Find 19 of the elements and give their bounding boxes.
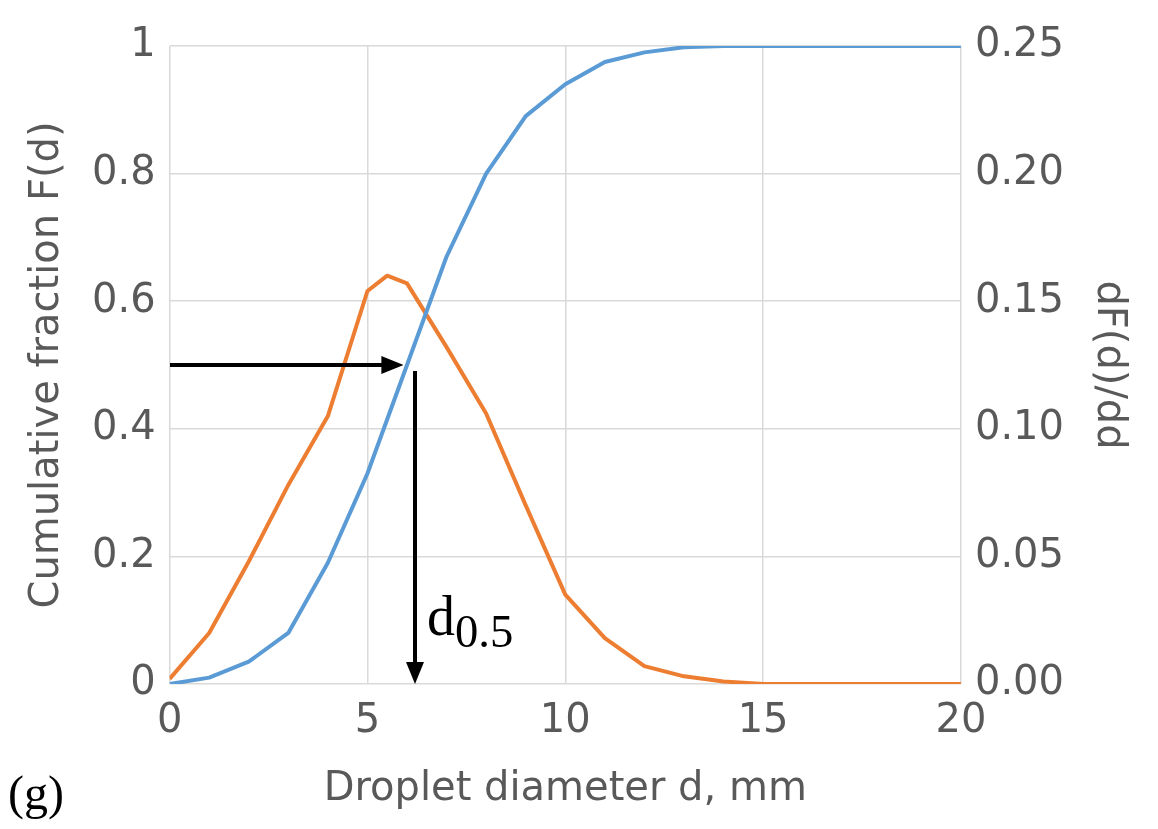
y-tick-label: 0.8 — [91, 146, 156, 193]
y-tick-label: 0 — [130, 657, 156, 704]
y-tick-label: 0.6 — [91, 274, 156, 321]
y-tick-label: 0.2 — [91, 529, 156, 576]
y2-tick-label: 0.15 — [974, 274, 1064, 321]
x-tick-label: 5 — [354, 695, 381, 742]
y-axis-title: Cumulative fraction F(d) — [21, 121, 68, 609]
y2-tick-label: 0.25 — [974, 19, 1064, 66]
y2-tick-label: 0.05 — [974, 529, 1064, 576]
y-tick-label: 0.4 — [91, 402, 156, 449]
x-tick-label: 15 — [737, 695, 789, 742]
x-tick-label: 10 — [539, 695, 591, 742]
x-axis-title: Droplet diameter d, mm — [323, 763, 807, 810]
y-tick-label: 1 — [130, 19, 156, 66]
y2-tick-label: 0.20 — [974, 146, 1064, 193]
y2-axis-title: dF(d)/dd — [1088, 280, 1135, 450]
text: (g) — [8, 765, 64, 820]
y2-tick-label: 0.10 — [974, 402, 1064, 449]
annotation: d$_{0.5}$ — [426, 584, 514, 659]
